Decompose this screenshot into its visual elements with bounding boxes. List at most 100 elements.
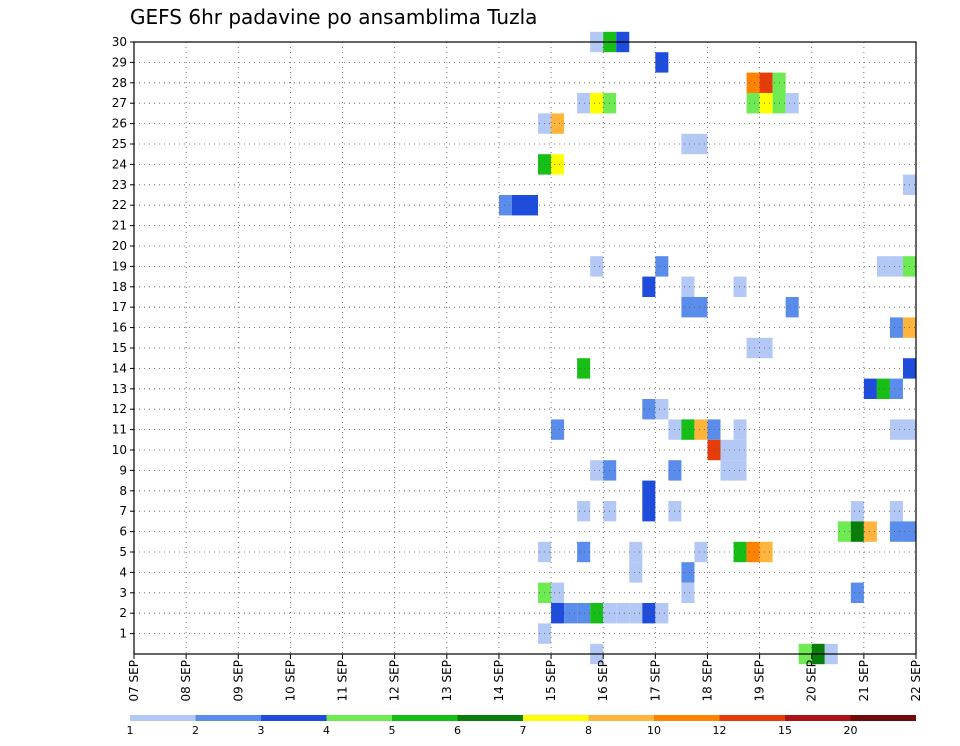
heatmap-cell [889, 419, 903, 440]
x-tick-label: 22 SEP [909, 660, 923, 702]
heatmap-cell [694, 297, 708, 318]
colorbar-segment [588, 715, 654, 721]
y-tick-label: 20 [112, 239, 127, 253]
y-tick-label: 8 [119, 484, 127, 498]
heatmap-cell [629, 603, 643, 624]
colorbar-label: 4 [323, 724, 330, 737]
heatmap-cell [525, 195, 539, 216]
heatmap-cell [655, 603, 669, 624]
heatmap-cell [876, 256, 890, 277]
heatmap-cell [681, 419, 695, 440]
heatmap-cell [681, 133, 695, 155]
colorbar: 1 2 3 4 5 6 7 8 10 12 15 20 [127, 715, 916, 737]
colorbar-label: 3 [258, 724, 265, 737]
heatmap-cell [681, 582, 695, 603]
y-tick-label: 27 [112, 96, 127, 110]
x-tick-label: 12 SEP [388, 660, 402, 702]
heatmap-cell [720, 439, 734, 461]
heatmap-cell [642, 603, 656, 624]
heatmap-cell [694, 419, 708, 440]
heatmap-cell [850, 521, 864, 542]
colorbar-label: 6 [454, 724, 461, 737]
y-tick-label: 9 [119, 463, 127, 477]
colorbar-label: 5 [389, 724, 396, 737]
heatmap-cell [655, 399, 669, 420]
y-tick-label: 4 [119, 565, 127, 579]
heatmap-cell [551, 154, 565, 175]
x-tick-label: 20 SEP [805, 660, 819, 702]
colorbar-segment [457, 715, 523, 721]
heatmap-cell [590, 256, 604, 277]
x-tick-label: 09 SEP [231, 660, 245, 702]
heatmap-cell [577, 93, 591, 114]
heatmap-cell [889, 521, 903, 542]
colorbar-segment [130, 715, 196, 721]
y-tick-label: 17 [112, 300, 127, 314]
heatmap-cell [577, 603, 591, 624]
y-tick-label: 13 [112, 382, 127, 396]
colorbar-label: 15 [778, 724, 792, 737]
x-axis-ticks: 07 SEP 08 SEP 09 SEP 10 SEP 11 SEP 12 SEP 13 S… [127, 654, 923, 702]
y-tick-label: 29 [112, 55, 127, 69]
x-tick-label: 16 SEP [596, 660, 610, 702]
y-tick-label: 14 [112, 361, 127, 375]
colorbar-label: 1 [127, 724, 134, 737]
heatmap-cell [863, 378, 877, 399]
colorbar-segment [261, 715, 327, 721]
heatmap-cell [694, 541, 708, 563]
heatmap-cells [498, 31, 916, 665]
colorbar-label: 8 [585, 724, 592, 737]
colorbar-segment [523, 715, 589, 721]
heatmap-cell [655, 256, 669, 277]
heatmap-cell [590, 93, 604, 114]
colorbar-segment [326, 715, 392, 721]
heatmap-cell [759, 541, 773, 563]
heatmap-cell [551, 603, 565, 624]
heatmap-cell [642, 501, 656, 522]
heatmap-cell [577, 541, 591, 563]
heatmap-cell [551, 113, 565, 134]
heatmap-cell [655, 52, 669, 73]
colorbar-segment [195, 715, 261, 721]
y-tick-label: 18 [112, 280, 127, 294]
heatmap-cell [642, 276, 656, 297]
heatmap-cell [759, 337, 773, 359]
x-tick-label: 18 SEP [700, 660, 714, 702]
y-tick-label: 26 [112, 117, 127, 131]
heatmap-cell [889, 256, 903, 277]
heatmap-cell [746, 72, 760, 93]
heatmap-cell [889, 501, 903, 522]
colorbar-label: 20 [844, 724, 858, 737]
heatmap-cell [642, 480, 656, 501]
y-axis-ticks: 1234567891011121314151617181920212223242… [112, 35, 134, 641]
y-tick-label: 7 [119, 504, 127, 518]
y-tick-label: 10 [112, 443, 127, 457]
y-tick-label: 22 [112, 198, 127, 212]
heatmap-cell [733, 439, 747, 461]
heatmap-cell [850, 582, 864, 603]
heatmap-cell [551, 419, 565, 440]
heatmap-cell [707, 419, 721, 440]
heatmap-cell [577, 501, 591, 522]
colorbar-segment [719, 715, 785, 721]
heatmap-cell [616, 603, 630, 624]
x-tick-label: 13 SEP [440, 660, 454, 702]
heatmap-cell [629, 541, 643, 563]
y-tick-label: 3 [119, 586, 127, 600]
colorbar-label: 12 [713, 724, 727, 737]
colorbar-segment [654, 715, 720, 721]
heatmap-cell [551, 582, 565, 603]
heatmap-cell [889, 317, 903, 338]
heatmap-cell [733, 419, 747, 440]
x-tick-label: 11 SEP [336, 660, 350, 702]
y-tick-label: 5 [119, 545, 127, 559]
heatmap-cell [889, 378, 903, 399]
x-tick-label: 10 SEP [283, 660, 297, 702]
y-tick-label: 23 [112, 178, 127, 192]
grid-lines [134, 42, 916, 654]
heatmap-cell [577, 358, 591, 379]
colorbar-segment [785, 715, 851, 721]
heatmap-cell [785, 297, 799, 318]
x-tick-label: 14 SEP [492, 660, 506, 702]
